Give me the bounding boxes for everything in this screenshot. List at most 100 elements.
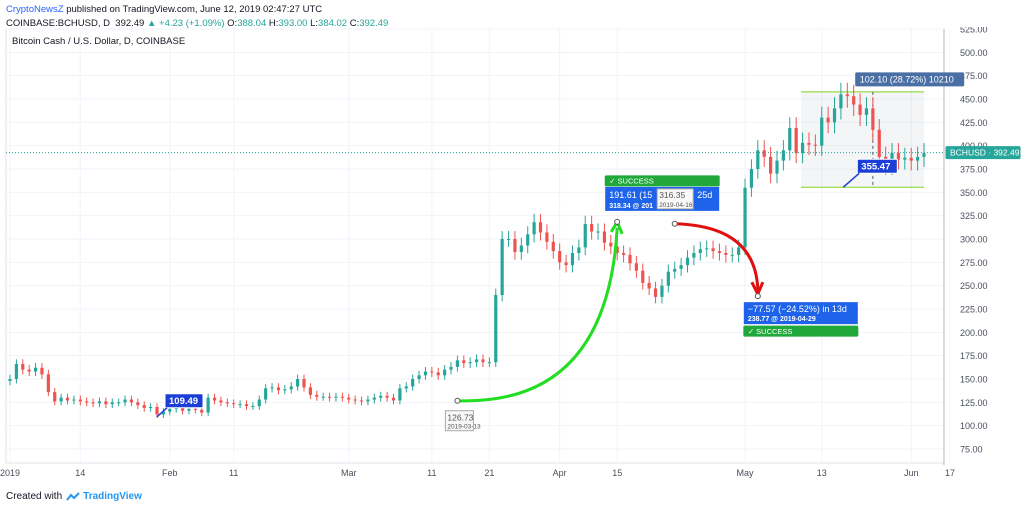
high-label: H: xyxy=(268,18,279,29)
low-price-label-bg xyxy=(164,393,204,409)
footer: Created with TradingView xyxy=(6,491,142,502)
y-tick-label: 175.00 xyxy=(960,351,988,361)
start-price-value: 126.73 xyxy=(447,413,473,423)
created-with-label: Created with xyxy=(6,491,63,502)
candle-body xyxy=(896,153,901,160)
candle-body xyxy=(232,403,236,405)
candle-body xyxy=(238,404,242,406)
tradingview-logo[interactable]: TradingView xyxy=(66,491,142,502)
candle-body xyxy=(621,253,626,255)
low-price-label: 109.49 xyxy=(164,393,204,409)
candle-body xyxy=(168,408,172,412)
success-badge-2: ✓ SUCCESS xyxy=(743,325,859,337)
candle-body xyxy=(423,371,428,376)
chart-area[interactable]: 525.00 500.00 475.00 450.00 425.00 400.00 375.… xyxy=(0,25,1024,487)
candle-body xyxy=(692,253,696,258)
candle-body xyxy=(705,248,709,250)
candle-body xyxy=(123,399,127,403)
candle-body xyxy=(756,150,760,169)
candle-body xyxy=(129,399,134,403)
fall-measure-label: −77.57 (−24.52%) in 13d 238.77 @ 2019-04-… xyxy=(743,302,858,325)
x-tick-label: 11 xyxy=(229,468,238,478)
candle-body xyxy=(85,401,89,403)
chart-header: CryptoNewsZ published on TradingView.com… xyxy=(6,3,1016,31)
candle-body xyxy=(769,156,773,174)
y-tick-label: 250.00 xyxy=(960,281,988,291)
candle-body xyxy=(359,400,364,402)
candle-body xyxy=(820,117,824,146)
candle-body xyxy=(97,401,102,404)
last-price-tag-bg xyxy=(945,146,1021,160)
candle-body xyxy=(53,392,57,402)
x-tick-label: 11 xyxy=(427,468,436,478)
candle-body xyxy=(455,360,460,367)
candle-body xyxy=(762,150,766,157)
candle-body xyxy=(781,150,785,161)
high-value: 393.00 xyxy=(278,18,308,29)
candle-body xyxy=(775,160,779,174)
candle-body xyxy=(462,360,466,364)
candle-body xyxy=(40,367,44,375)
x-tick-label: Mar xyxy=(341,468,357,478)
y-tick-label: 200.00 xyxy=(960,328,988,338)
y-tick-label: 275.00 xyxy=(960,258,988,268)
rise-arrow xyxy=(457,227,619,403)
x-tick-label: May xyxy=(737,468,755,478)
candle-body xyxy=(276,387,281,391)
candle-body xyxy=(634,263,638,271)
plot-frame xyxy=(5,28,945,464)
candle-body xyxy=(852,96,856,105)
candle-body xyxy=(321,396,325,398)
candle-body xyxy=(481,359,485,363)
candle-body xyxy=(749,169,754,188)
x-tick-label: 21 xyxy=(484,468,494,478)
candle-body xyxy=(679,265,683,269)
candle-body xyxy=(142,405,146,408)
x-tick-label: Jun xyxy=(904,468,919,478)
candle-body xyxy=(149,407,153,408)
peak-price-value: 316.35 xyxy=(659,190,685,200)
candle-body xyxy=(430,371,434,373)
candle-body xyxy=(724,253,728,255)
candle-body xyxy=(404,386,408,389)
candle-body xyxy=(302,379,306,388)
candle-body xyxy=(532,222,536,235)
candle-body xyxy=(398,388,402,401)
candle-body xyxy=(743,187,747,248)
fall-end-point xyxy=(754,293,761,300)
low-label: L: xyxy=(310,18,319,29)
candle-body xyxy=(65,397,70,401)
price-chart[interactable]: 525.00 500.00 475.00 450.00 425.00 400.00 375.… xyxy=(0,25,1024,487)
candle-body xyxy=(487,362,491,364)
rise-measure-suffix: 25d xyxy=(697,190,712,200)
chart-title: Bitcoin Cash / U.S. Dollar, D, COINBASE xyxy=(12,36,185,47)
candle-body xyxy=(826,117,830,123)
tradingview-brand: TradingView xyxy=(83,491,142,502)
candle-body xyxy=(903,157,907,160)
breakout-pointer xyxy=(842,172,860,188)
y-tick-label: 300.00 xyxy=(960,235,988,245)
peak-price-label: 316.35 2019-04-16 xyxy=(656,188,694,210)
fall-measure-sub: 238.77 @ 2019-04-29 xyxy=(748,316,816,323)
candle-body xyxy=(564,262,568,266)
candle-body xyxy=(737,247,741,255)
candle-body xyxy=(161,411,165,415)
candle-body xyxy=(187,408,191,411)
y-tick-label: 375.00 xyxy=(960,165,988,175)
y-tick-label: 500.00 xyxy=(960,48,988,58)
candle-body xyxy=(513,239,517,253)
candle-body xyxy=(590,224,594,232)
candle-body xyxy=(666,271,670,286)
candle-body xyxy=(596,231,600,233)
fall-measure-bg xyxy=(743,302,858,325)
x-tick-label: 13 xyxy=(817,468,827,478)
x-tick-label: 17 xyxy=(945,468,955,478)
candle-body xyxy=(602,231,607,243)
candle-body xyxy=(673,268,677,272)
y-tick-label: 450.00 xyxy=(960,95,988,105)
candle-body xyxy=(136,402,140,406)
author-name[interactable]: CryptoNewsZ xyxy=(6,4,64,15)
candle-body xyxy=(206,397,210,413)
range-measure-label-bg xyxy=(855,72,965,87)
